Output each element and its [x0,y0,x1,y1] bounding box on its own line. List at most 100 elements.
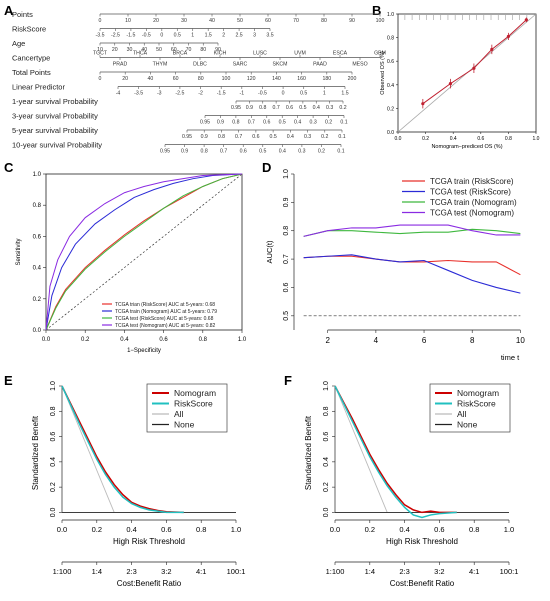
nomogram-tick-label: TGCT [93,51,108,57]
y-tick-label: 0.4 [387,83,394,89]
nomogram-tick-label: 0.7 [248,120,255,126]
nomogram-tick-label: 0 [282,91,285,97]
nomogram-tick-label: 0.95 [160,149,170,155]
ratio-tick-label: 2:3 [126,567,136,576]
nomogram-tick-label: 0.9 [217,120,224,126]
nomogram-tick-label: 0.1 [340,120,347,126]
legend-label: All [457,409,467,419]
nomogram-row-label: Age [12,39,25,48]
nomogram-tick-label: 0.7 [235,134,242,140]
nomogram-row-label: 1-year survival Probability [12,97,98,106]
nomogram-tick-label: 0.7 [220,149,227,155]
panel-label-a: A [4,3,14,18]
x-tick-label: 0.4 [126,525,136,534]
x-tick-label: 1.0 [238,337,247,343]
roc-panel: 0.0 0.2 0.4 0.6 0.8 1.0 0.0 0.2 0.4 0.6 0.8 1.0 1−Sp… [16,172,247,354]
nomogram-tick-label: UVM [294,51,306,57]
ratio-tick-label: 4:1 [196,567,206,576]
nomogram-tick-label: 0 [160,33,163,39]
nomogram-tick-label: 40 [209,18,215,24]
calibration-point [524,18,528,22]
x-tick-label: 0.4 [399,525,409,534]
nomogram-tick-label: 0.3 [304,134,311,140]
nomogram-row-label: 5-year survival Probability [12,126,98,135]
nomogram-tick-label: PRAD [113,62,128,68]
calibration-panel: 0.0 0.2 0.4 0.6 0.8 1.0 0.0 0.2 0.4 0.6 0.8 1.0 Nomo… [380,12,540,150]
nomogram-tick-label: 3 [253,33,256,39]
panel-label-c: C [4,160,14,175]
nomogram-tick-label: 0.3 [310,120,317,126]
nomogram-tick-label: -2 [198,91,203,97]
ratio-tick-label: 1:100 [326,567,345,576]
y-axis-label: Sensitivity [16,238,22,265]
nomogram-tick-label: 30 [127,47,133,53]
nomogram-tick-label: 100 [222,76,231,82]
x-tick-label: 1.0 [504,525,514,534]
nomogram-tick-label: 0.95 [182,134,192,140]
ratio-tick-label: 1:4 [92,567,102,576]
nomogram-tick-label: 0.8 [218,134,225,140]
auc-series-line [303,254,521,294]
y-tick-label: 1.0 [323,381,330,391]
nomogram-tick-label: 1 [191,33,194,39]
decision-curve-line [61,385,115,513]
y-tick-label: 0.6 [283,282,290,292]
y-tick-label: 0.8 [283,226,290,236]
x-tick-label: 0.0 [57,525,67,534]
ratio-tick-label: 4:1 [469,567,479,576]
nomogram-tick-label: -1.5 [217,91,226,97]
x-axis-label: time t [501,353,520,362]
nomogram-tick-label: 10 [125,18,131,24]
legend-label: TCGA trian (RiskScore) AUC at 5-years: 0… [115,302,215,308]
x-tick-label: 4 [374,336,379,345]
x-tick-label: 0.2 [422,136,429,142]
y-tick-label: 1.0 [387,12,394,18]
nomogram-row-label: Linear Predictor [12,83,65,92]
legend-label: TCGA test (RiskScore) AUC at 5-years: 0.… [115,316,214,322]
panel-label-e: E [4,373,13,388]
calibration-point [448,82,453,86]
ratio-axis-label: Cost:Benefit Ratio [390,579,455,588]
y-tick-label: 0.2 [323,482,330,492]
nomogram-tick-label: 0.5 [299,105,306,111]
legend-label: TCGA test (Nomogram) [430,209,514,218]
y-tick-label: 0.8 [33,203,42,209]
nomogram-tick-label: 0.9 [246,105,253,111]
nomogram-row-label: Total Points [12,68,51,77]
nomogram-tick-label: -2.5 [175,91,184,97]
legend-label: RiskScore [457,399,496,409]
nomogram-tick-label: 140 [272,76,281,82]
nomogram-tick-label: THYM [153,62,168,68]
x-tick-label: 0.0 [42,337,51,343]
nomogram-tick-label: 0.3 [326,105,333,111]
nomogram-tick-label: 0.5 [259,149,266,155]
legend-label: Nomogram [174,388,216,398]
legend-label: RiskScore [174,399,213,409]
legend-label: TCGA test (Nomogram) AUC at 5-years: 0.8… [115,323,216,329]
nomogram-tick-label: 40 [148,76,154,82]
y-tick-label: 0.5 [283,311,290,321]
decision-curve-line [334,385,457,514]
nomogram-tick-label: 70 [186,47,192,53]
nomogram-tick-label: 0.6 [286,105,293,111]
nomogram-tick-label: 0.4 [313,105,320,111]
auc-series-line [303,255,521,276]
nomogram-tick-label: 0.1 [337,149,344,155]
x-tick-label: 10 [516,336,525,345]
nomogram-row-label: RiskScore [12,25,46,34]
x-tick-label: 0.2 [365,525,375,534]
nomogram-tick-label: -0.5 [258,91,267,97]
nomogram-tick-label: 40 [141,47,147,53]
x-tick-label: 0.8 [196,525,206,534]
calibration-point [472,66,476,70]
nomogram-tick-label: 90 [349,18,355,24]
nomogram-tick-label: 0.2 [325,120,332,126]
nomogram-row-label: 3-year survival Probability [12,112,98,121]
nomogram-tick-label: 0.5 [300,91,307,97]
nomogram-tick-label: -3 [157,91,162,97]
panel-label-b: B [372,3,381,18]
nomogram-tick-label: 60 [173,76,179,82]
nomogram-tick-label: 0.6 [263,120,270,126]
nomogram-tick-label: 80 [321,18,327,24]
